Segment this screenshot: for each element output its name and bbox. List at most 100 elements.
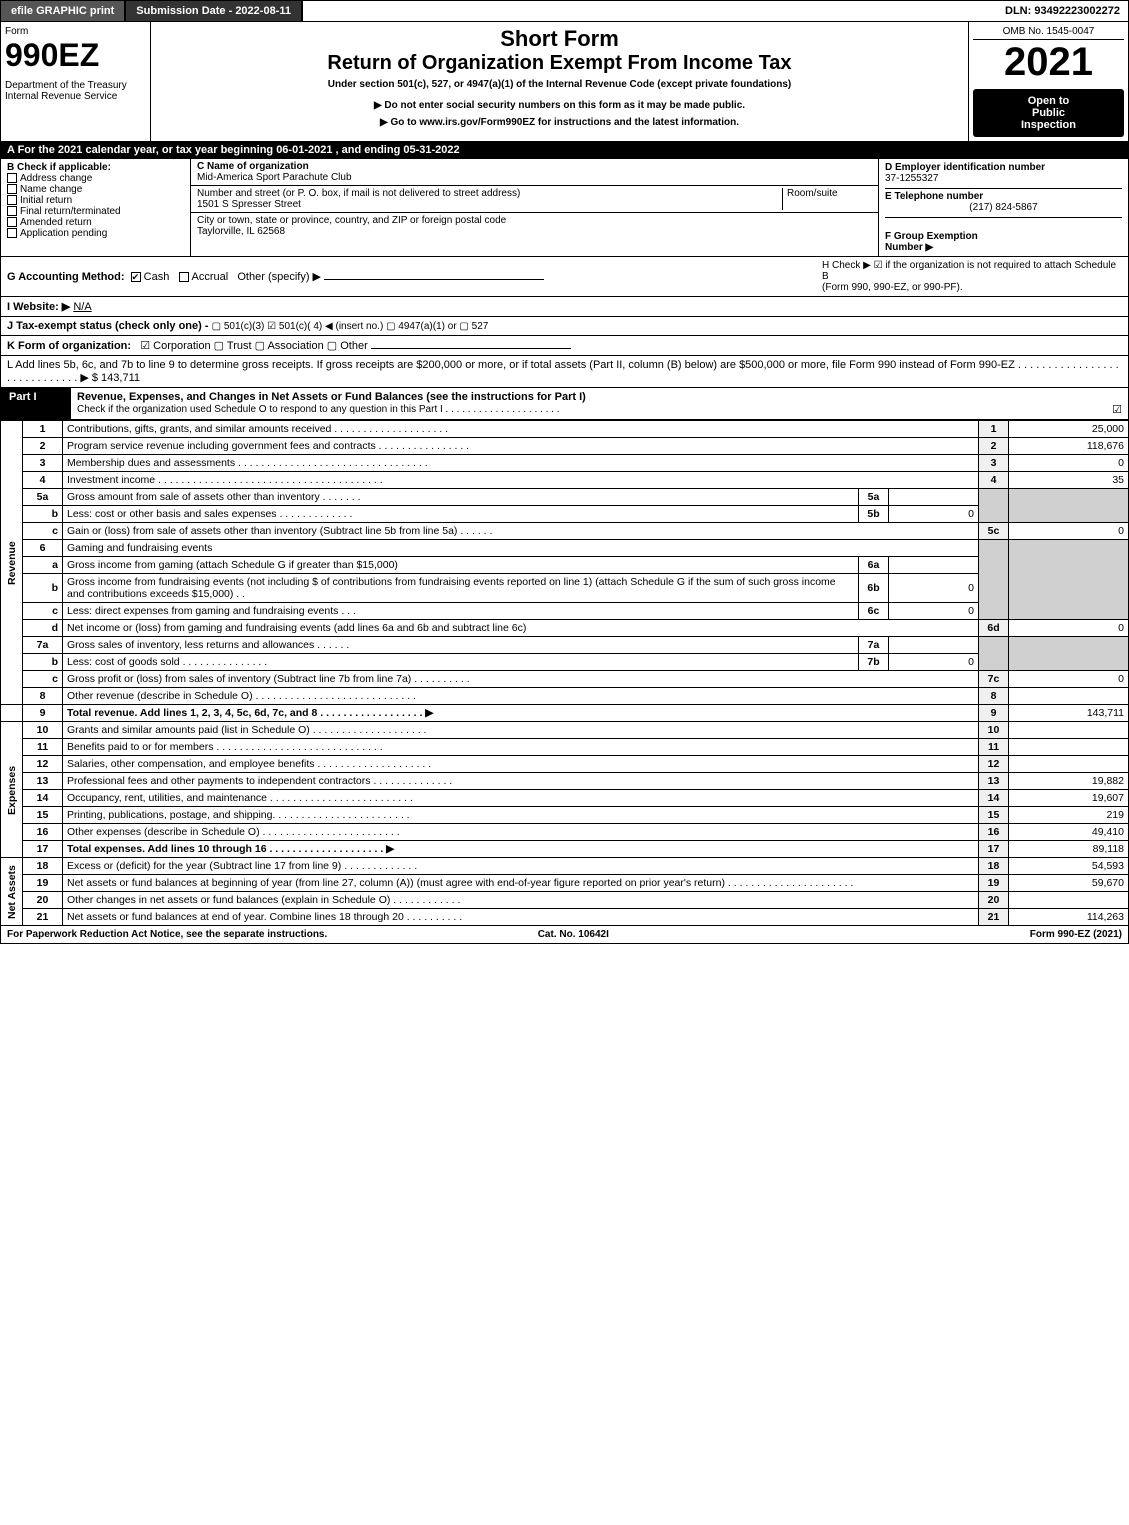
line-6d-num: d: [23, 620, 63, 637]
c-street-value: 1501 S Spresser Street: [197, 199, 301, 210]
checkbox-final-return[interactable]: [7, 206, 17, 216]
section-c: C Name of organization Mid-America Sport…: [191, 159, 878, 256]
j-label: J Tax-exempt status (check only one) -: [7, 320, 209, 332]
line-3-text: Membership dues and assessments . . . . …: [63, 455, 979, 472]
i-value: N/A: [73, 301, 91, 313]
line-17-ref: 17: [979, 841, 1009, 858]
footer-mid: Cat. No. 10642I: [538, 929, 609, 940]
line-4-ref: 4: [979, 472, 1009, 489]
label-amended-return: Amended return: [20, 217, 92, 228]
line-7b-innerlbl: 7b: [859, 654, 889, 671]
line-18-ref: 18: [979, 858, 1009, 875]
line-5c-text: Gain or (loss) from sale of assets other…: [63, 523, 979, 540]
line-16-num: 16: [23, 824, 63, 841]
submission-date: Submission Date - 2022-08-11: [126, 1, 303, 21]
line-12-num: 12: [23, 756, 63, 773]
footer-right: Form 990-EZ (2021): [1030, 929, 1122, 940]
line-4-amt: 35: [1009, 472, 1129, 489]
open-to-public: Open to Public Inspection: [973, 89, 1124, 137]
line-6b-inneramt: 0: [889, 574, 979, 603]
line-17-text: Total expenses. Add lines 10 through 16 …: [67, 843, 394, 855]
line-6a-num: a: [23, 557, 63, 574]
section-b: B Check if applicable: Address change Na…: [1, 159, 191, 256]
checkbox-accrual[interactable]: [179, 272, 189, 282]
line-3-amt: 0: [1009, 455, 1129, 472]
checkbox-amended-return[interactable]: [7, 217, 17, 227]
k-label: K Form of organization:: [7, 340, 131, 352]
line-17-num: 17: [23, 841, 63, 858]
efile-print-button[interactable]: efile GRAPHIC print: [1, 1, 126, 21]
checkbox-initial-return[interactable]: [7, 195, 17, 205]
line-20-num: 20: [23, 892, 63, 909]
label-other-specify: Other (specify) ▶: [237, 271, 321, 283]
line-19-ref: 19: [979, 875, 1009, 892]
shade-6: [979, 540, 1009, 620]
checkbox-application-pending[interactable]: [7, 228, 17, 238]
section-j: J Tax-exempt status (check only one) - ▢…: [0, 317, 1129, 336]
line-6d-amt: 0: [1009, 620, 1129, 637]
line-7a-innerlbl: 7a: [859, 637, 889, 654]
checkbox-address-change[interactable]: [7, 173, 17, 183]
line-17-amt: 89,118: [1009, 841, 1129, 858]
line-4-num: 4: [23, 472, 63, 489]
section-k: K Form of organization: ☑ Corporation ▢ …: [0, 336, 1129, 356]
line-16-ref: 16: [979, 824, 1009, 841]
line-10-num: 10: [23, 722, 63, 739]
checkbox-name-change[interactable]: [7, 184, 17, 194]
main-table: Revenue 1 Contributions, gifts, grants, …: [0, 420, 1129, 926]
line-12-text: Salaries, other compensation, and employ…: [63, 756, 979, 773]
label-initial-return: Initial return: [20, 195, 72, 206]
line-5a-inneramt: [889, 489, 979, 506]
line-6a-innerlbl: 6a: [859, 557, 889, 574]
line-15-num: 15: [23, 807, 63, 824]
form-label: Form: [5, 26, 146, 37]
line-3-ref: 3: [979, 455, 1009, 472]
line-13-text: Professional fees and other payments to …: [63, 773, 979, 790]
line-6-text: Gaming and fundraising events: [63, 540, 979, 557]
part1-header: Part I Revenue, Expenses, and Changes in…: [0, 388, 1129, 420]
line-9-num: 9: [23, 705, 63, 722]
line-1-ref: 1: [979, 421, 1009, 438]
line-7b-num: b: [23, 654, 63, 671]
label-name-change: Name change: [20, 184, 82, 195]
line-2-num: 2: [23, 438, 63, 455]
line-8-ref: 8: [979, 688, 1009, 705]
line-14-ref: 14: [979, 790, 1009, 807]
line-10-ref: 10: [979, 722, 1009, 739]
line-4-text: Investment income . . . . . . . . . . . …: [63, 472, 979, 489]
line-21-text: Net assets or fund balances at end of ye…: [63, 909, 979, 926]
line-20-ref: 20: [979, 892, 1009, 909]
line-9-text: Total revenue. Add lines 1, 2, 3, 4, 5c,…: [67, 707, 433, 719]
section-a: A For the 2021 calendar year, or tax yea…: [0, 142, 1129, 159]
line-7a-num: 7a: [23, 637, 63, 654]
sidebar-revenue: Revenue: [1, 421, 23, 705]
line-6d-ref: 6d: [979, 620, 1009, 637]
line-5c-num: c: [23, 523, 63, 540]
line-7c-amt: 0: [1009, 671, 1129, 688]
line-19-text: Net assets or fund balances at beginning…: [63, 875, 979, 892]
section-h: H Check ▶ ☑ if the organization is not r…: [822, 260, 1122, 293]
line-13-num: 13: [23, 773, 63, 790]
line-21-amt: 114,263: [1009, 909, 1129, 926]
line-13-ref: 13: [979, 773, 1009, 790]
c-street-label: Number and street (or P. O. box, if mail…: [197, 188, 520, 199]
line-19-amt: 59,670: [1009, 875, 1129, 892]
line-2-amt: 118,676: [1009, 438, 1129, 455]
line-7c-text: Gross profit or (loss) from sales of inv…: [63, 671, 979, 688]
part1-check-text: Check if the organization used Schedule …: [77, 404, 559, 415]
c-room-label: Room/suite: [787, 188, 838, 199]
line-18-text: Excess or (deficit) for the year (Subtra…: [63, 858, 979, 875]
line-7a-inneramt: [889, 637, 979, 654]
line-6c-inneramt: 0: [889, 603, 979, 620]
k-options: ☑ Corporation ▢ Trust ▢ Association ▢ Ot…: [140, 340, 368, 352]
line-10-text: Grants and similar amounts paid (list in…: [63, 722, 979, 739]
form-header: Form 990EZ Department of the Treasury In…: [0, 22, 1129, 142]
line-15-text: Printing, publications, postage, and shi…: [63, 807, 979, 824]
page-footer: For Paperwork Reduction Act Notice, see …: [0, 926, 1129, 944]
line-1-text: Contributions, gifts, grants, and simila…: [63, 421, 979, 438]
j-options: ▢ 501(c)(3) ☑ 501(c)( 4) ◀ (insert no.) …: [212, 321, 489, 332]
line-14-text: Occupancy, rent, utilities, and maintena…: [63, 790, 979, 807]
checkbox-cash[interactable]: [131, 272, 141, 282]
line-19-num: 19: [23, 875, 63, 892]
g-label: G Accounting Method:: [7, 271, 125, 283]
